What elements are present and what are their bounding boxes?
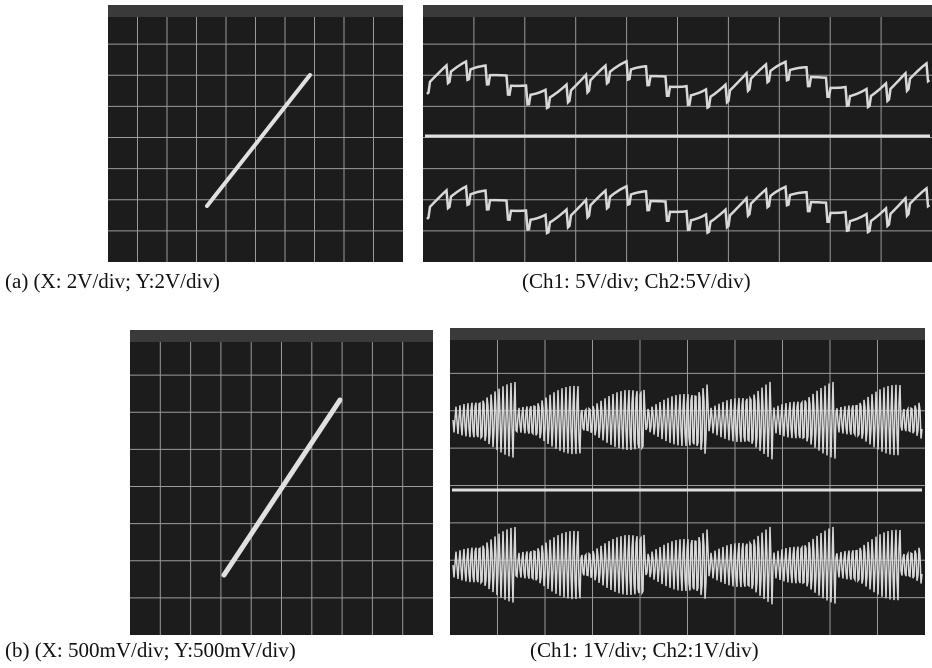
scope-header [423,5,932,17]
xy-trace [205,73,312,208]
ch1-trace [426,59,931,110]
scope-header [108,5,403,17]
ch2-trace [452,526,923,605]
ch2-trace [426,184,931,235]
caption-xy-b: (b) (X: 500mV/div; Y:500mV/div) [5,638,296,662]
xy-trace [221,397,343,578]
caption-time-b: (Ch1: 1V/div; Ch2:1V/div) [530,638,759,662]
caption-time-a: (Ch1: 5V/div; Ch2:5V/div) [522,269,751,293]
scope-photos [108,5,932,635]
caption-xy-a: (a) (X: 2V/div; Y:2V/div) [5,269,220,293]
ch1-trace [452,381,923,460]
scope-header [450,328,925,340]
scope-header [130,330,433,342]
